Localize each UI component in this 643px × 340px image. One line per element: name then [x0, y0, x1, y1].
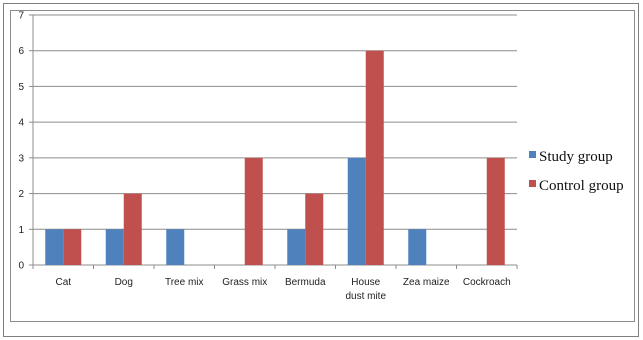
x-tick-label: Zea maize — [403, 277, 450, 288]
x-tick-label: Tree mix — [165, 277, 204, 288]
x-tick-label: Cockroach — [463, 277, 511, 288]
labels: 0 1 2 3 4 5 6 7 Cat Dog Tree mix Grass mix Bermuda Ho… — [18, 11, 510, 303]
plot-area-border — [10, 10, 635, 322]
y-tick-label: 0 — [18, 261, 24, 272]
bar-control-group-1 — [123, 193, 142, 265]
bar-study-group-2 — [166, 229, 185, 265]
legend-swatch-1 — [529, 180, 536, 187]
bars — [45, 50, 505, 265]
bar-control-group-3 — [244, 157, 263, 265]
y-tick-label: 1 — [18, 225, 24, 236]
bar-study-group-0 — [45, 229, 64, 265]
bar-control-group-4 — [305, 193, 324, 265]
bar-study-group-5 — [347, 157, 366, 265]
y-tick-label: 3 — [18, 153, 24, 164]
x-tick-label: Bermuda — [285, 277, 326, 288]
bar-study-group-6 — [408, 229, 427, 265]
bar-study-group-1 — [105, 229, 124, 265]
y-tick-label: 7 — [18, 11, 24, 22]
y-tick-label: 4 — [18, 118, 24, 129]
bar-control-group-7 — [486, 157, 505, 265]
bar-control-group-0 — [63, 229, 82, 265]
gridlines — [33, 14, 517, 230]
x-tick-label: Grass mix — [222, 277, 267, 288]
y-tick-label: 2 — [18, 189, 24, 200]
legend-label-1: Control group — [539, 178, 624, 194]
x-tick-label: House dust mite — [345, 277, 386, 302]
axes — [29, 14, 518, 269]
bar-control-group-5 — [365, 50, 384, 265]
x-tick-label: Cat — [55, 277, 71, 288]
legend-label-0: Study group — [539, 149, 613, 165]
legend: Study group Control group — [529, 149, 624, 194]
y-tick-label: 5 — [18, 82, 24, 93]
chart-frame — [3, 3, 639, 337]
bar-study-group-4 — [287, 229, 306, 265]
y-tick-label: 6 — [18, 46, 24, 57]
legend-swatch-0 — [529, 151, 536, 158]
x-tick-label: Dog — [115, 277, 133, 288]
